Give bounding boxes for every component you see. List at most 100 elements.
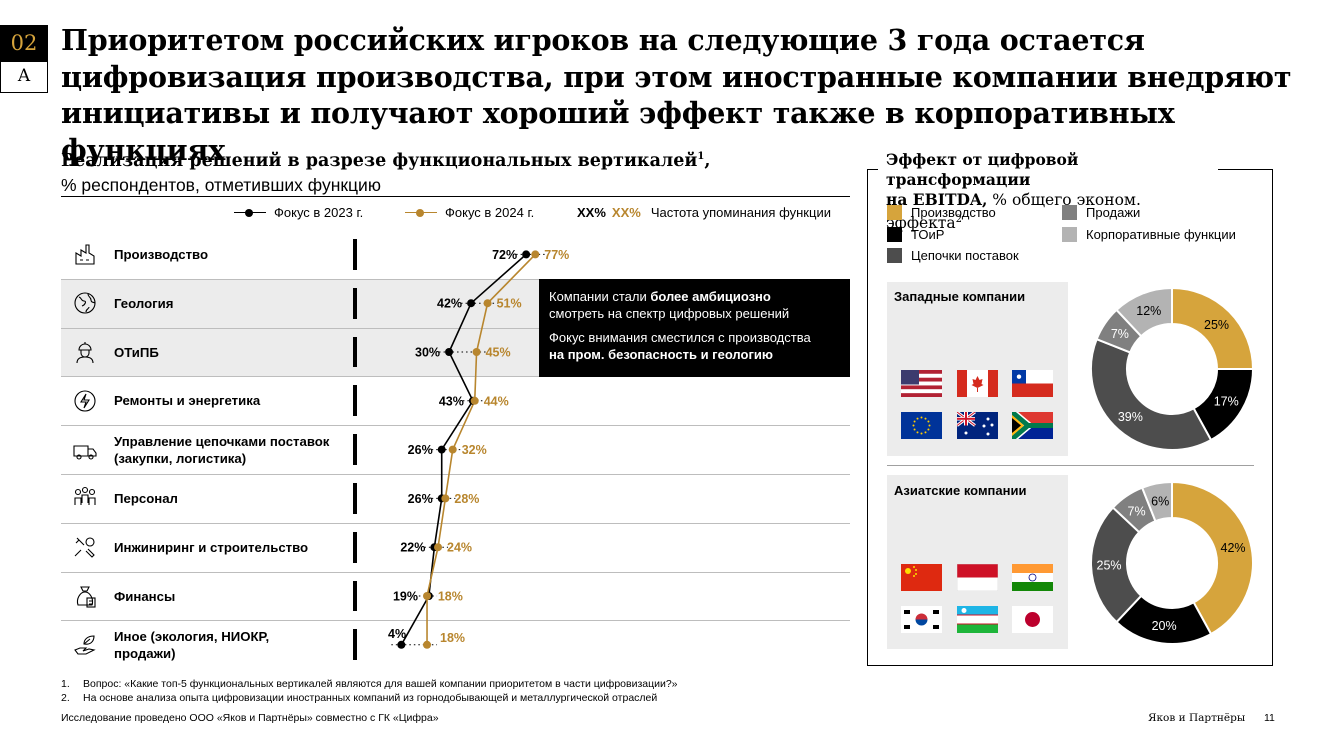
flag-uz-icon xyxy=(957,606,998,633)
value-label-2024: 44% xyxy=(484,394,509,408)
worker-helmet-icon xyxy=(76,342,94,364)
flag-id-icon xyxy=(957,564,998,591)
row-separator xyxy=(61,571,850,573)
row-label: Управление цепочками поставок (закупки, … xyxy=(114,433,330,466)
chart-title-text: Реализация решений в разрезе функциональ… xyxy=(61,151,698,171)
ebitda-legend-item: ТОиР xyxy=(887,227,944,242)
row-separator xyxy=(61,376,850,378)
chart-subtitle: % респондентов, отметивших функцию xyxy=(61,175,381,195)
callout-paragraph-1: Компании стали более амбициозно смотреть … xyxy=(549,289,840,322)
row-separator xyxy=(61,474,850,475)
point-2023 xyxy=(467,299,476,308)
flag-in-icon xyxy=(1012,564,1053,591)
row-bar xyxy=(353,531,357,563)
value-label-2024: 24% xyxy=(447,541,472,555)
west-group-title: Западные компании xyxy=(894,289,1026,304)
legend-xx-2024: XX% xyxy=(611,205,641,220)
point-2023 xyxy=(397,640,406,649)
divider xyxy=(61,196,850,197)
value-label-2023: 30% xyxy=(415,346,440,360)
row-label: Финансы xyxy=(114,588,176,604)
page-title: Приоритетом российских игроков на следую… xyxy=(61,23,1292,167)
point-2024 xyxy=(470,396,479,405)
point-2024 xyxy=(448,445,457,454)
flag-jp-icon xyxy=(1012,606,1053,633)
footnote-2-text: На основе анализа опыта цифровизации ино… xyxy=(83,692,658,704)
callout-text-2: Фокус внимания сместился с производства xyxy=(549,330,811,345)
legend-label: Производство xyxy=(911,205,996,220)
globe-icon xyxy=(74,292,96,314)
point-2024 xyxy=(531,250,540,259)
legend-label: Продажи xyxy=(1086,205,1141,220)
callout-text-1b: смотреть на спектр цифровых решений xyxy=(549,305,790,321)
asia-group-title: Азиатские компании xyxy=(894,483,1027,498)
callout-bold-1: более амбициозно xyxy=(650,289,771,304)
value-label-2023: 43% xyxy=(439,394,464,408)
ebitda-legend-item: Корпоративные функции xyxy=(1062,227,1236,242)
panel-divider xyxy=(887,465,1254,466)
legend-label-frequency: Частота упоминания функции xyxy=(650,205,831,220)
legend-label: Корпоративные функции xyxy=(1086,227,1236,242)
value-label-2024: 32% xyxy=(462,443,487,457)
flag-us-icon xyxy=(901,370,942,397)
value-label-2024: 45% xyxy=(486,346,511,360)
row-label: Персонал xyxy=(114,490,178,506)
row-separator xyxy=(61,327,850,329)
flag-ca-icon xyxy=(957,370,998,397)
value-label-2024: 77% xyxy=(544,248,569,262)
callout-bold-2: на пром. безопасность и геологию xyxy=(549,346,773,362)
flag-cl-icon xyxy=(1012,370,1053,397)
section-number: 02 xyxy=(0,25,48,61)
money-bag-icon xyxy=(76,586,96,608)
point-2023 xyxy=(437,445,446,454)
callout-paragraph-2: Фокус внимания сместился с производства н… xyxy=(549,330,840,363)
callout-box: Компании стали более амбициозно смотреть … xyxy=(539,279,850,377)
legend-line-2024 xyxy=(405,207,437,219)
legend-swatch xyxy=(1062,205,1077,220)
point-2024 xyxy=(423,640,432,649)
flag-au-icon xyxy=(957,412,998,439)
page-number: 11 xyxy=(1264,712,1275,724)
value-label-2024: 18% xyxy=(440,631,465,645)
leaf-hand-icon xyxy=(74,635,96,655)
chart-title-suffix: , xyxy=(704,151,711,171)
legend-item-frequency: XX% XX% Частота упоминания функции xyxy=(577,205,831,220)
row-label: Геология xyxy=(114,295,174,311)
row-label: Ремонты и энергетика xyxy=(114,393,261,409)
point-2023 xyxy=(445,348,454,356)
value-label-2024: 51% xyxy=(497,297,522,311)
point-2024 xyxy=(423,592,432,600)
value-label-2023: 26% xyxy=(408,492,433,506)
legend-label-2024: Фокус в 2024 г. xyxy=(445,205,535,220)
row-label: Иное (экология, НИОКР, продажи) xyxy=(114,628,270,661)
point-2024 xyxy=(434,543,443,552)
point-2023 xyxy=(522,250,531,259)
value-label-2023: 19% xyxy=(393,590,418,604)
ebitda-legend-item: Цепочки поставок xyxy=(887,248,1019,263)
callout-text-1: Компании стали xyxy=(549,289,651,304)
ebitda-legend-item: Производство xyxy=(887,205,996,220)
factory-icon xyxy=(75,244,95,265)
chart-title-footnote-mark: 1 xyxy=(697,151,705,163)
legend-item-2023: Фокус в 2023 г. xyxy=(234,205,363,220)
flag-za-icon xyxy=(1012,412,1053,439)
section-letter: A xyxy=(0,61,48,93)
footnote-1-number: 1. xyxy=(61,678,70,690)
row-bar xyxy=(353,287,357,319)
brand-logo: Яков и Партнёры xyxy=(1148,712,1246,724)
legend-swatch xyxy=(887,205,902,220)
row-bar xyxy=(353,336,357,368)
flag-kr-icon xyxy=(901,606,942,633)
point-2024 xyxy=(472,348,481,356)
legend-label: ТОиР xyxy=(911,227,945,242)
value-label-2024: 28% xyxy=(454,492,479,506)
legend-swatch xyxy=(887,248,902,263)
ebitda-title-bold-1: Эффект от цифровой трансформации xyxy=(886,150,1079,189)
row-bar xyxy=(353,239,357,270)
point-2024 xyxy=(441,494,450,503)
legend-line-2023 xyxy=(234,207,266,219)
flag-eu-icon xyxy=(901,412,942,439)
value-label-2023: 4% xyxy=(388,627,406,641)
row-label: ОТиПБ xyxy=(114,344,159,360)
row-bar xyxy=(353,483,357,514)
